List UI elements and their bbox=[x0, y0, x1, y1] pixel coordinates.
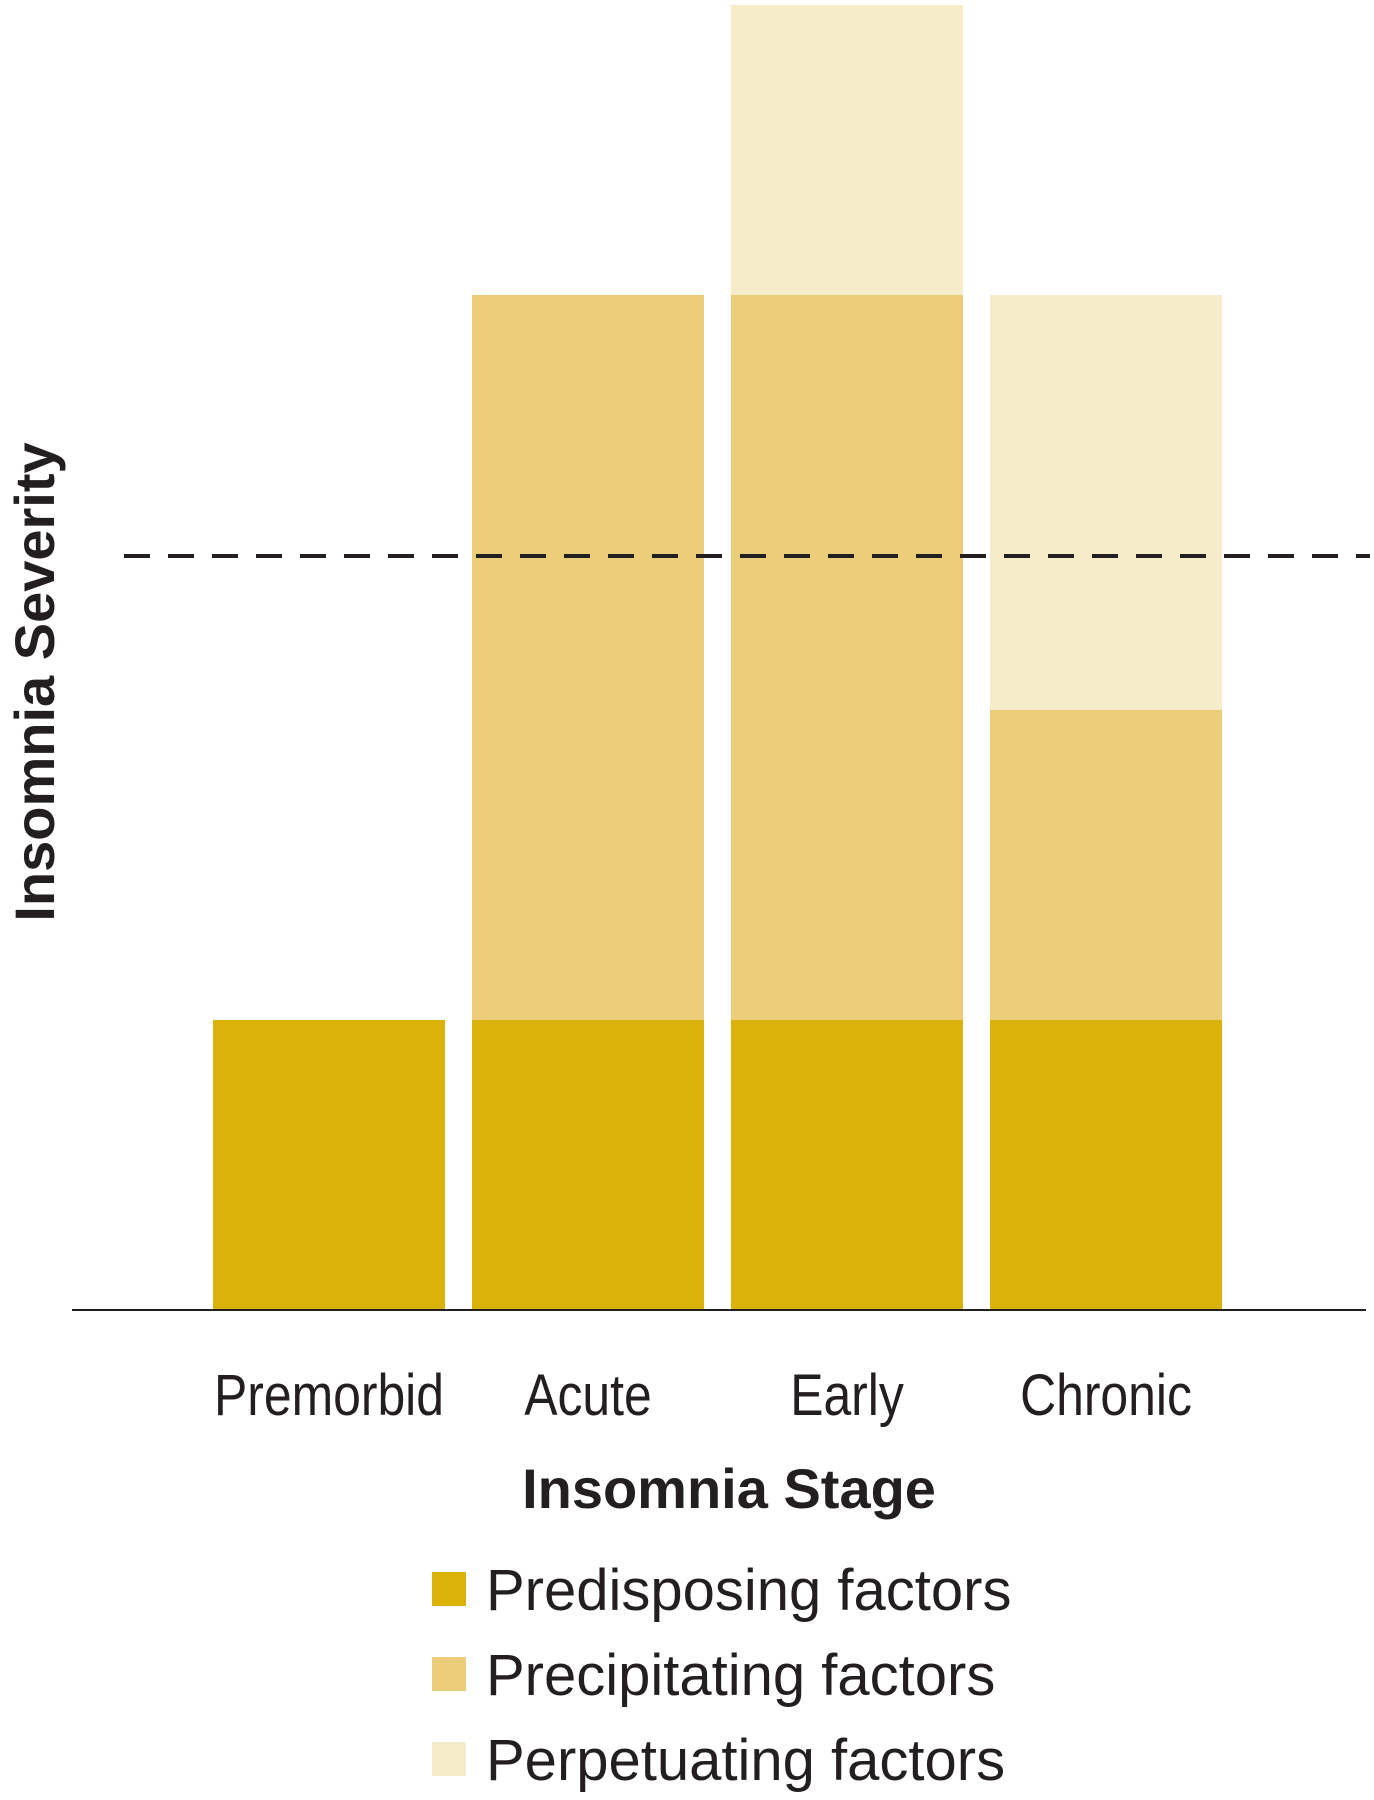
legend-label-predisposing: Predisposing factors bbox=[486, 1558, 1011, 1623]
bar-early-precipitating bbox=[731, 295, 963, 1020]
bar-premorbid-predisposing bbox=[213, 1020, 445, 1310]
bar-chronic-predisposing bbox=[990, 1020, 1222, 1310]
x-tick-labels: Premorbid Acute Early Chronic bbox=[214, 1364, 1192, 1428]
bar-acute-predisposing bbox=[472, 1020, 704, 1310]
bar-chronic-perpetuating bbox=[990, 295, 1222, 710]
legend-label-perpetuating: Perpetuating factors bbox=[486, 1728, 1005, 1793]
legend: Predisposing factors Precipitating factor… bbox=[432, 1558, 1011, 1793]
x-tick-label-acute: Acute bbox=[524, 1364, 652, 1428]
x-tick-label-early: Early bbox=[790, 1364, 904, 1428]
x-axis-title: Insomnia Stage bbox=[522, 1457, 936, 1520]
x-tick-label-chronic: Chronic bbox=[1020, 1364, 1192, 1428]
bar-chronic-precipitating bbox=[990, 709, 1222, 1020]
bar-early-predisposing bbox=[731, 1020, 963, 1310]
bar-acute-precipitating bbox=[472, 295, 704, 1020]
legend-swatch-predisposing bbox=[432, 1572, 466, 1606]
y-axis-title: Insomnia Severity bbox=[3, 442, 66, 921]
bar-early-perpetuating bbox=[731, 5, 963, 295]
legend-swatch-perpetuating bbox=[432, 1742, 466, 1776]
legend-label-precipitating: Precipitating factors bbox=[486, 1643, 995, 1708]
legend-swatch-precipitating bbox=[432, 1657, 466, 1691]
bars-group bbox=[213, 5, 1222, 1310]
x-tick-label-premorbid: Premorbid bbox=[214, 1364, 444, 1428]
